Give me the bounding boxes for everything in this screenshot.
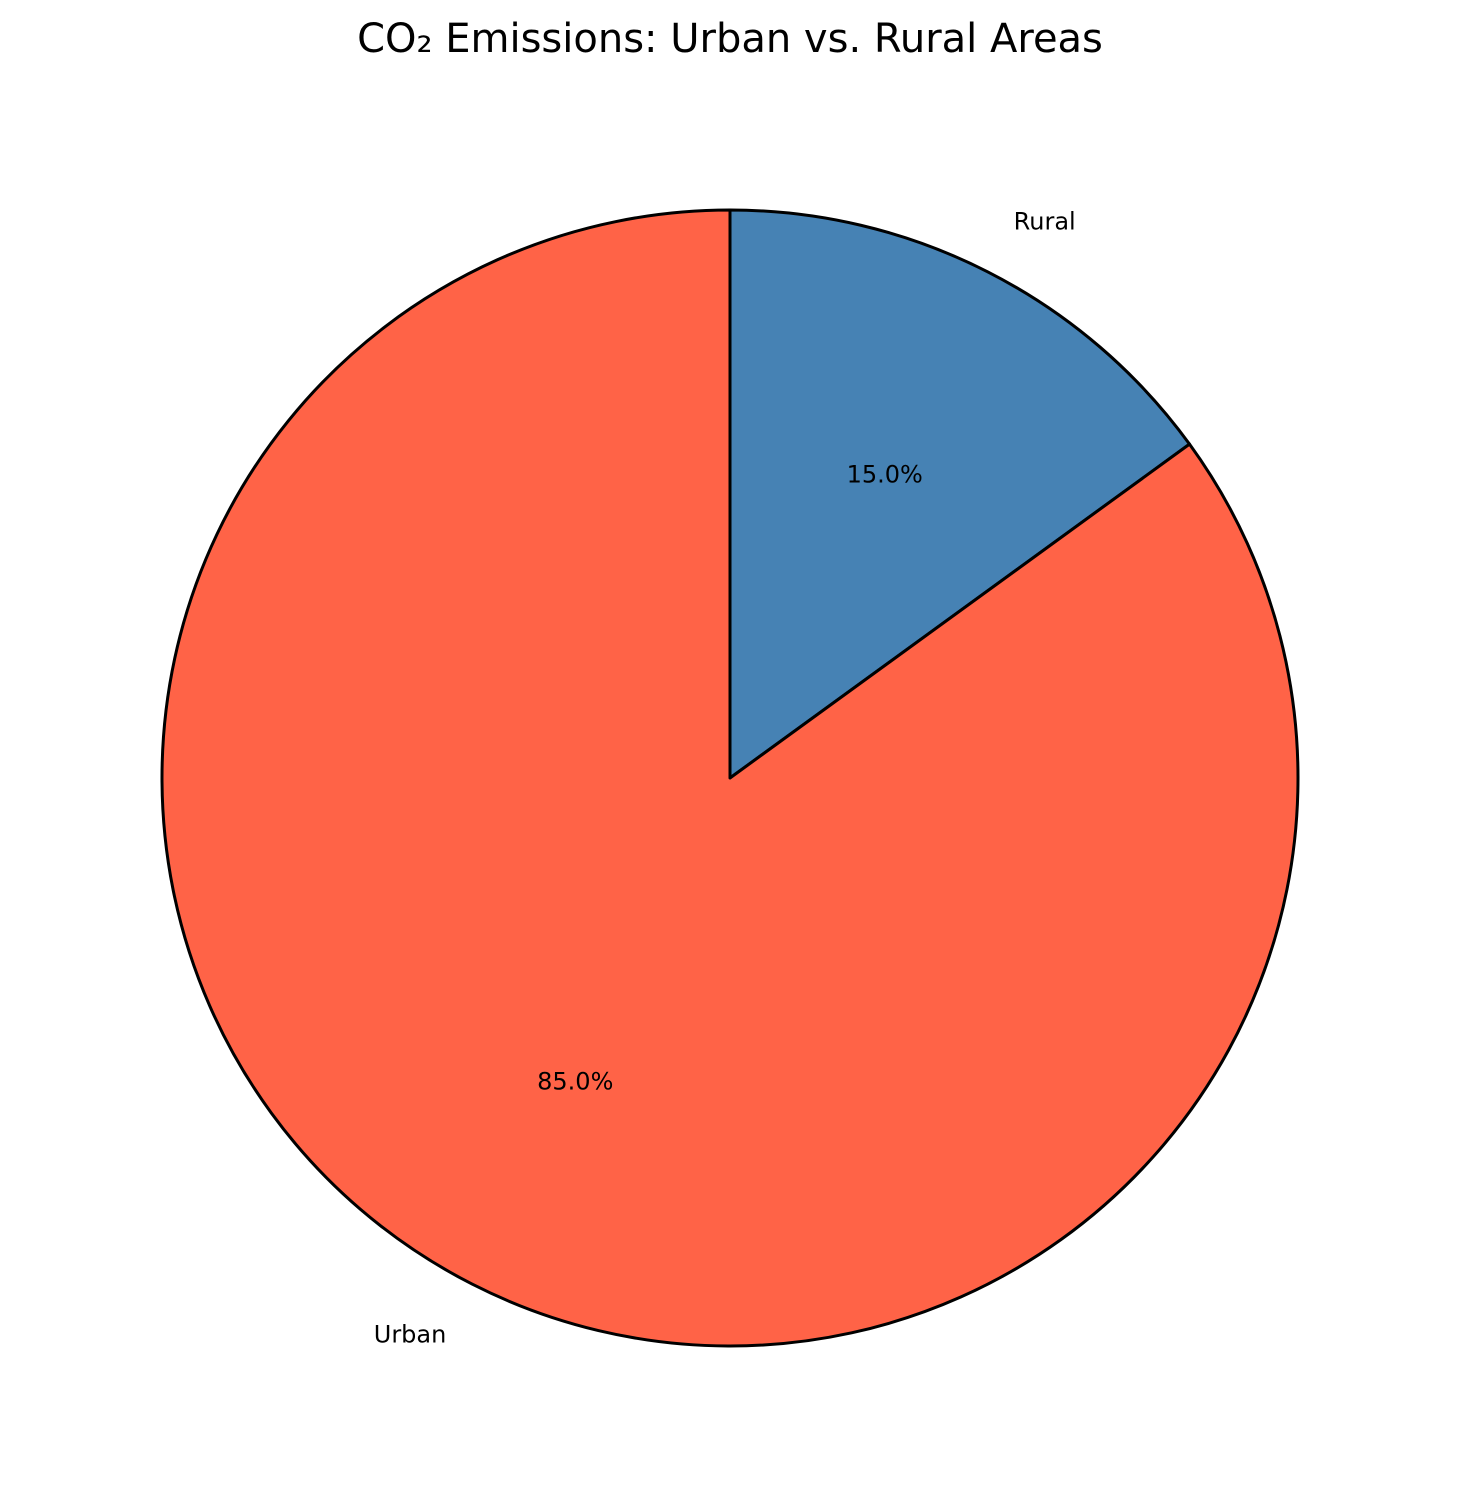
- slice-label-rural: Rural: [1014, 207, 1076, 235]
- percent-label-rural: 15.0%: [847, 460, 923, 488]
- slice-label-urban: Urban: [374, 1321, 447, 1349]
- pie-labels: Rural 15.0% Urban 85.0%: [374, 207, 1076, 1348]
- pie-slices: [160, 208, 1300, 1348]
- percent-label-urban: 85.0%: [537, 1068, 613, 1096]
- chart-title: CO₂ Emissions: Urban vs. Rural Areas: [357, 16, 1103, 62]
- pie-slice-urban: [160, 208, 1300, 1348]
- pie-slice-rural: [728, 208, 1192, 780]
